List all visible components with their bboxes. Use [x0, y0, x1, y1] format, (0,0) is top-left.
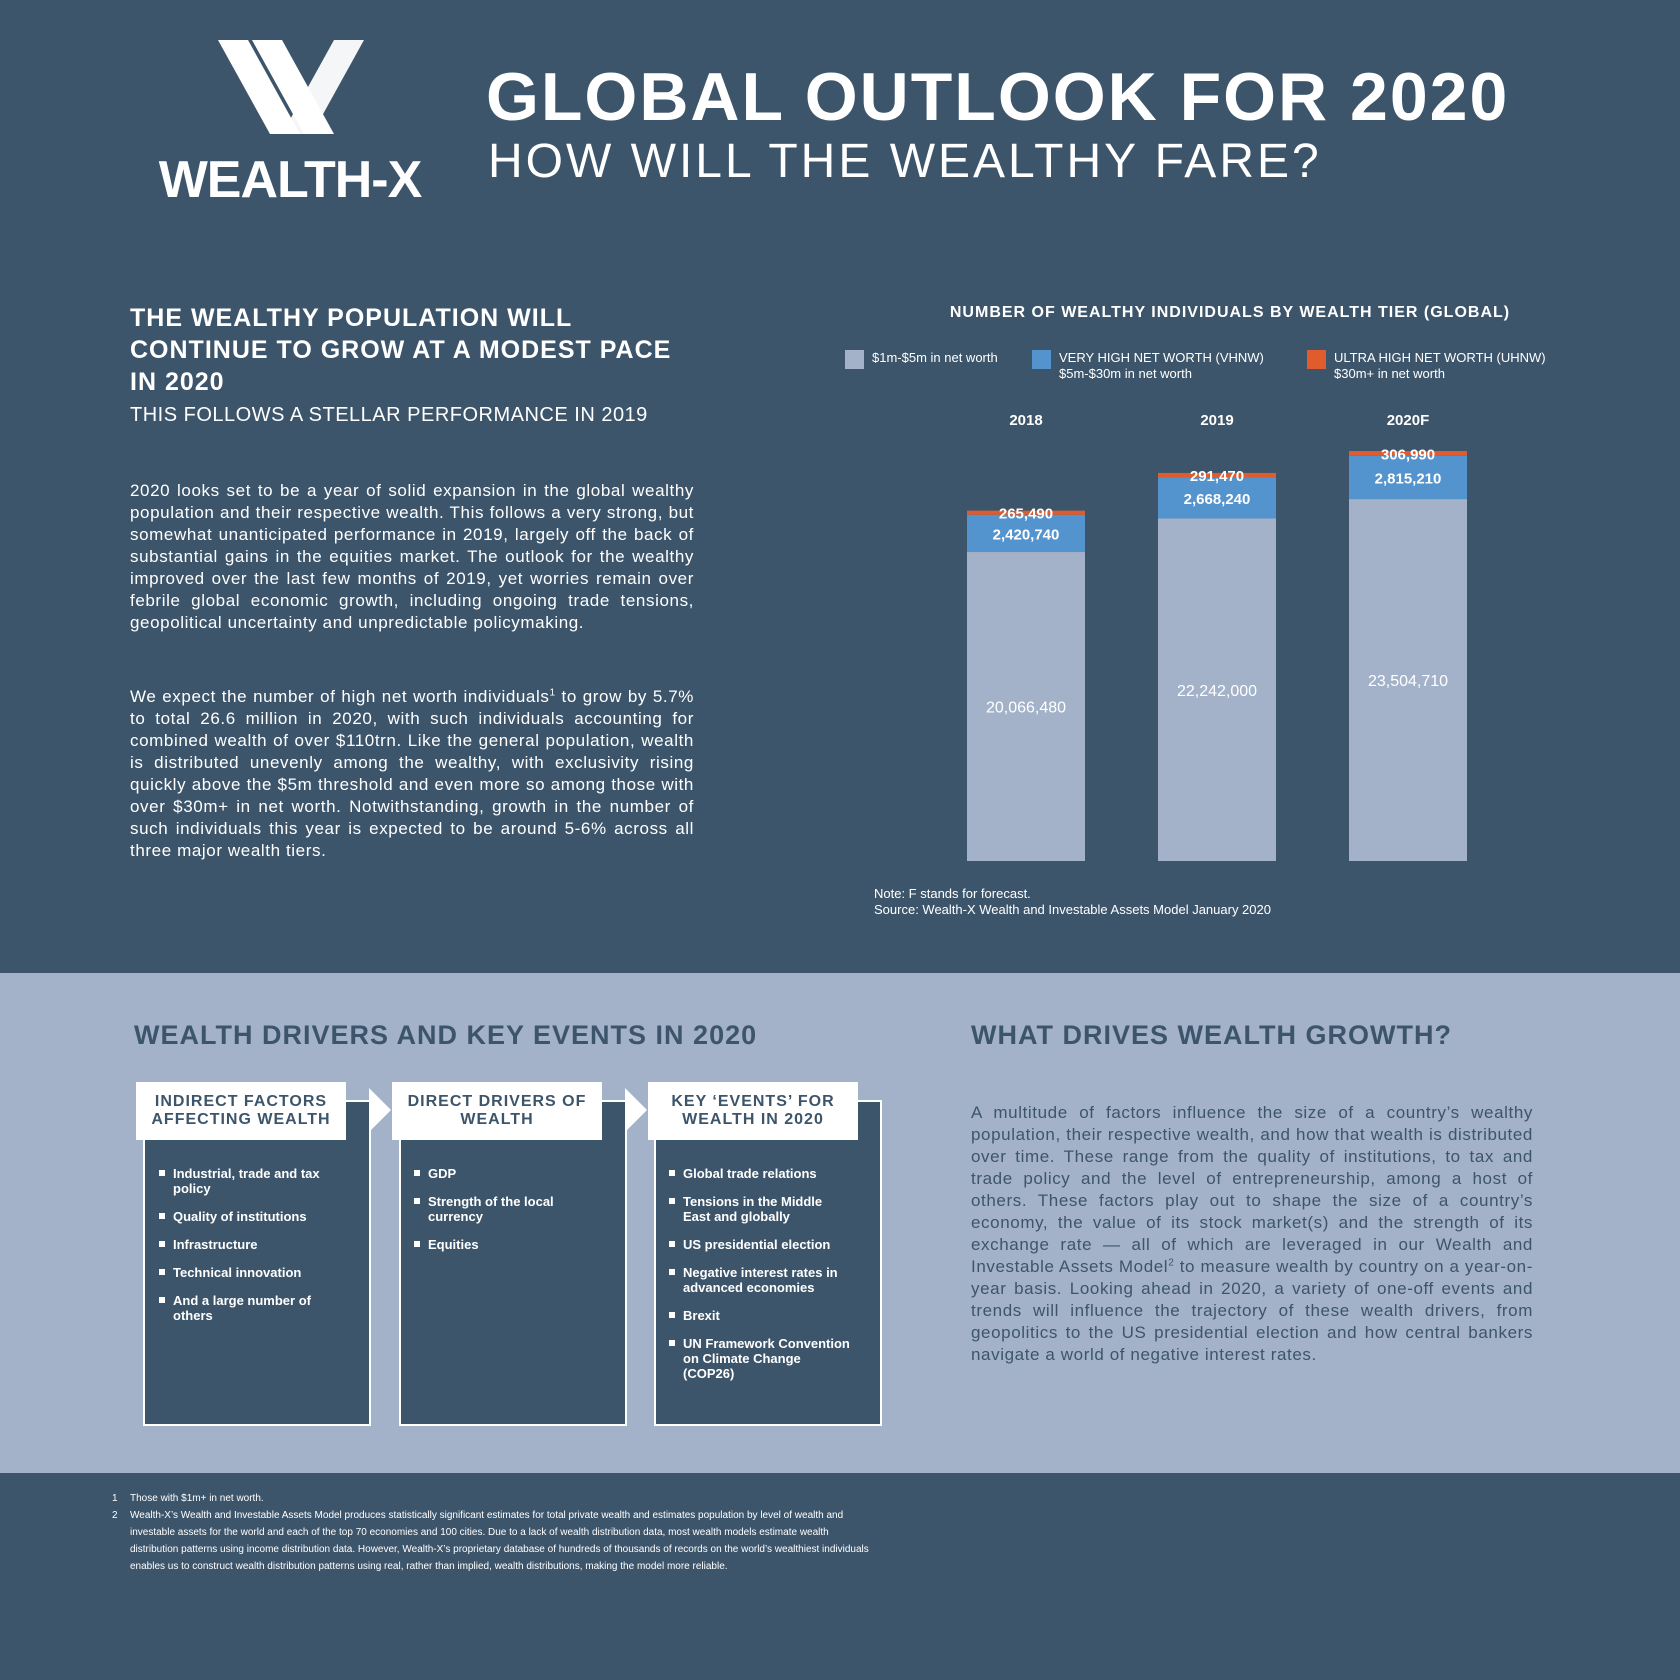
driver-list: Industrial, trade and tax policy Quality…	[159, 1166, 343, 1336]
driver-column-box	[399, 1100, 627, 1426]
intro-paragraph-2: We expect the number of high net worth i…	[130, 686, 694, 862]
driver-column-box	[654, 1100, 882, 1426]
list-item: US presidential election	[669, 1237, 853, 1252]
footnote-2: 2 Wealth-X’s Wealth and Investable Asset…	[112, 1507, 872, 1575]
legend-sublabel: $30m+ in net worth	[1334, 366, 1445, 381]
chart-source-text: Source: Wealth-X Wealth and Investable A…	[874, 902, 1271, 917]
drivers-title: WEALTH DRIVERS AND KEY EVENTS IN 2020	[134, 1020, 758, 1050]
list-item: UN Framework Convention on Climate Chang…	[669, 1336, 853, 1381]
stacked-bar-chart: 2018 20,066,480 2,420,740 265,490 2019 22,242…	[967, 412, 1467, 861]
footnote-1: 1 Those with $1m+ in net worth.	[112, 1490, 872, 1507]
data-label: 20,066,480	[986, 700, 1066, 717]
data-label: 265,490	[999, 506, 1053, 523]
legend-swatch	[845, 350, 864, 369]
bar-segment	[1158, 477, 1276, 519]
list-item: Global trade relations	[669, 1166, 853, 1181]
driver-list: Global trade relations Tensions in the M…	[669, 1166, 853, 1394]
list-item: Strength of the local currency	[414, 1194, 598, 1224]
driver-list: GDP Strength of the local currency Equit…	[414, 1166, 598, 1265]
chart-note: Note: F stands for forecast. Source: Wea…	[874, 886, 1271, 918]
data-label: 2,815,210	[1375, 470, 1442, 487]
footnote-text: Wealth-X’s Wealth and Investable Assets …	[130, 1510, 869, 1572]
list-item: Equities	[414, 1237, 598, 1252]
page-subtitle: HOW WILL THE WEALTHY FARE?	[488, 135, 1322, 188]
footnote-ref: 2	[1168, 1257, 1175, 1269]
paragraph-text: to grow by 5.7% to total 26.6 million in…	[130, 687, 694, 860]
paragraph-text: to measure wealth by country on a year-o…	[971, 1257, 1533, 1364]
legend-swatch	[1307, 350, 1326, 369]
list-item: Quality of institutions	[159, 1209, 343, 1224]
data-label: 291,470	[1190, 468, 1244, 485]
data-label: 306,990	[1381, 446, 1435, 463]
legend-item-tier-1: $1m-$5m in net worth	[845, 350, 998, 369]
legend-swatch	[1032, 350, 1051, 369]
list-item: Industrial, trade and tax policy	[159, 1166, 343, 1196]
bar-segment	[1349, 451, 1467, 456]
legend-label: $1m-$5m in net worth	[872, 350, 998, 365]
section-headline: THE WEALTHY POPULATION WILL CONTINUE TO …	[130, 304, 672, 396]
paragraph-text: We expect the number of high net worth i…	[130, 687, 550, 706]
page-title: GLOBAL OUTLOOK FOR 2020	[486, 59, 1510, 135]
bar-segment	[1349, 499, 1467, 861]
intro-paragraph-1: 2020 looks set to be a year of solid exp…	[130, 481, 694, 632]
data-label: 2,420,740	[993, 526, 1060, 543]
arrow-right-icon	[369, 1088, 391, 1132]
category-label: 2019	[1200, 412, 1233, 429]
bar-segment	[1158, 518, 1276, 861]
list-item: And a large number of others	[159, 1293, 343, 1323]
bar-segment	[967, 552, 1085, 861]
list-item: Technical innovation	[159, 1265, 343, 1280]
data-label: 2,668,240	[1184, 491, 1251, 508]
list-item: GDP	[414, 1166, 598, 1181]
legend-item-uhnw: ULTRA HIGH NET WORTH (UHNW) $30m+ in net …	[1307, 350, 1546, 382]
section-subheadline: THIS FOLLOWS A STELLAR PERFORMANCE IN 20…	[130, 404, 648, 426]
bar-segment	[967, 514, 1085, 553]
data-label: 22,242,000	[1177, 683, 1257, 700]
bar-segment	[967, 510, 1085, 515]
list-item: Brexit	[669, 1308, 853, 1323]
bar-segment	[1158, 472, 1276, 478]
chart-note-text: Note: F stands for forecast.	[874, 886, 1031, 901]
growth-paragraph: A multitude of factors influence the siz…	[971, 1102, 1533, 1366]
logo-text: WEALTH-X	[158, 151, 423, 209]
list-item: Tensions in the Middle East and globally	[669, 1194, 853, 1224]
list-item: Negative interest rates in advanced econ…	[669, 1265, 853, 1295]
footnote-number: 1	[112, 1493, 118, 1504]
driver-column-heading: DIRECT DRIVERS OF WEALTH	[392, 1082, 602, 1140]
category-label: 2018	[1009, 412, 1042, 429]
legend-sublabel: $5m-$30m in net worth	[1059, 366, 1192, 381]
bar-segment	[1349, 455, 1467, 500]
category-label: 2020F	[1387, 412, 1430, 429]
driver-column-heading: INDIRECT FACTORS AFFECTING WEALTH	[136, 1082, 346, 1140]
wealth-x-logo-mark	[218, 40, 364, 134]
paragraph-text: A multitude of factors influence the siz…	[971, 1103, 1533, 1276]
growth-title: WHAT DRIVES WEALTH GROWTH?	[971, 1020, 1452, 1050]
list-item: Infrastructure	[159, 1237, 343, 1252]
arrow-right-icon	[625, 1088, 647, 1132]
footnote-number: 2	[112, 1510, 118, 1521]
footnote-ref: 1	[549, 687, 556, 699]
legend-label: ULTRA HIGH NET WORTH (UHNW)	[1334, 350, 1546, 365]
chart-title: NUMBER OF WEALTHY INDIVIDUALS BY WEALTH …	[949, 304, 1511, 321]
driver-column-heading: KEY ‘EVENTS’ FOR WEALTH IN 2020	[648, 1082, 858, 1140]
footnote-text: Those with $1m+ in net worth.	[130, 1493, 264, 1504]
driver-column-box	[143, 1100, 371, 1426]
data-label: 23,504,710	[1368, 673, 1448, 690]
legend-label: VERY HIGH NET WORTH (VHNW)	[1059, 350, 1264, 365]
legend-item-vhnw: VERY HIGH NET WORTH (VHNW) $5m-$30m in ne…	[1032, 350, 1264, 382]
